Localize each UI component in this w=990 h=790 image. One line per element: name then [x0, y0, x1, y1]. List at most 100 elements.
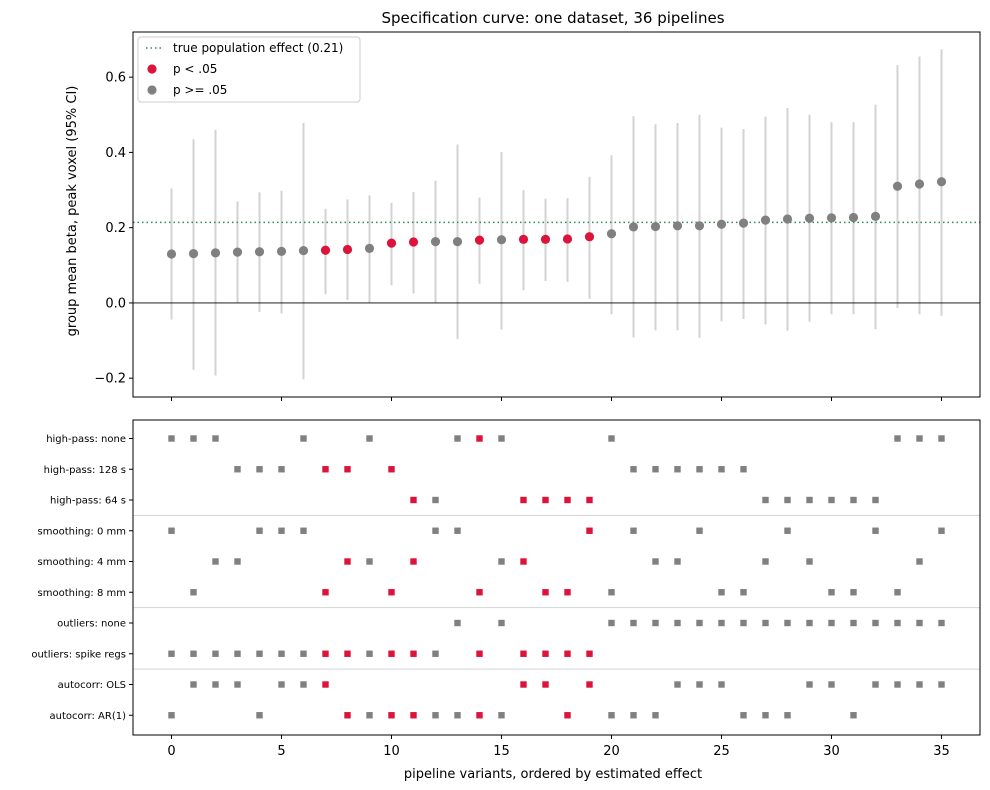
legend-marker-swatch [147, 64, 157, 74]
spec-marker-nonsignificant [850, 589, 857, 596]
spec-marker-significant [586, 527, 593, 534]
spec-marker-nonsignificant [608, 589, 615, 596]
spec-marker-significant [520, 496, 527, 504]
spec-marker-nonsignificant [916, 681, 923, 688]
spec-marker-significant [322, 466, 329, 473]
point-nonsignificant [826, 213, 837, 223]
spec-marker-significant [586, 496, 593, 504]
spec-marker-nonsignificant [432, 496, 439, 504]
legend-label: p >= .05 [173, 83, 227, 97]
spec-marker-nonsignificant [828, 589, 835, 596]
spec-marker-nonsignificant [454, 527, 461, 534]
point-nonsignificant [232, 247, 243, 257]
point-nonsignificant [430, 236, 441, 247]
x-axis-title: pipeline variants, ordered by estimated … [404, 767, 702, 782]
spec-marker-nonsignificant [740, 619, 747, 627]
spec-marker-nonsignificant [278, 681, 285, 688]
effect-panel-frame [132, 31, 981, 398]
spec-marker-nonsignificant [256, 527, 263, 534]
spec-marker-nonsignificant [454, 435, 461, 442]
spec-marker-nonsignificant [916, 619, 923, 627]
spec-marker-nonsignificant [432, 527, 439, 534]
spec-marker-nonsignificant [916, 435, 923, 442]
point-nonsignificant [694, 221, 705, 231]
spec-marker-nonsignificant [718, 681, 725, 688]
spec-marker-nonsignificant [608, 712, 615, 719]
spec-marker-nonsignificant [234, 650, 241, 657]
x-tick-label: 15 [493, 744, 510, 759]
point-significant [562, 234, 573, 244]
point-significant [342, 244, 353, 255]
row-label: autocorr: AR(1) [50, 711, 127, 722]
spec-marker-significant [564, 496, 571, 504]
row-label: smoothing: 4 mm [38, 557, 126, 568]
row-label: high-pass: 128 s [44, 465, 126, 476]
spec-marker-nonsignificant [278, 466, 285, 473]
spec-marker-significant [410, 712, 417, 719]
spec-marker-nonsignificant [718, 619, 725, 627]
x-tick-label: 5 [277, 744, 285, 759]
point-nonsignificant [298, 246, 309, 256]
point-significant [518, 234, 529, 244]
point-significant [584, 232, 595, 242]
spec-marker-significant [542, 650, 549, 657]
spec-marker-significant [520, 558, 527, 565]
spec-marker-significant [586, 650, 593, 657]
effect-panel: −0.2 0.0 0.2 0.4 0.6 [94, 31, 981, 401]
spec-marker-nonsignificant [696, 619, 703, 627]
spec-marker-nonsignificant [762, 712, 769, 719]
spec-marker-significant [564, 712, 571, 719]
spec-marker-nonsignificant [190, 650, 197, 657]
spec-marker-nonsignificant [784, 496, 791, 504]
spec-marker-nonsignificant [806, 681, 813, 688]
point-significant [320, 245, 331, 255]
spec-marker-nonsignificant [762, 619, 769, 627]
point-nonsignificant [892, 181, 903, 191]
spec-marker-nonsignificant [454, 619, 461, 627]
spec-marker-nonsignificant [894, 681, 901, 688]
spec-marker-nonsignificant [762, 496, 769, 504]
row-label: high-pass: none [46, 434, 126, 445]
spec-marker-nonsignificant [784, 712, 791, 719]
specification-panel-frame [132, 419, 981, 736]
x-tick-label: 10 [383, 744, 400, 759]
spec-marker-significant [388, 712, 395, 719]
spec-marker-nonsignificant [212, 435, 219, 442]
point-nonsignificant [870, 211, 881, 221]
x-tick-label: 35 [933, 744, 950, 759]
spec-marker-nonsignificant [696, 466, 703, 473]
spec-marker-nonsignificant [498, 619, 505, 627]
spec-marker-nonsignificant [784, 619, 791, 627]
spec-marker-nonsignificant [234, 558, 241, 565]
spec-marker-significant [344, 650, 351, 657]
specification-panel: high-pass: none high-pass: 128 s high-pass… [31, 419, 981, 759]
spec-marker-significant [344, 466, 351, 473]
point-nonsignificant [606, 229, 617, 239]
row-label: outliers: none [57, 619, 126, 630]
spec-marker-nonsignificant [806, 558, 813, 565]
spec-marker-nonsignificant [652, 619, 659, 627]
legend-box [137, 36, 361, 103]
spec-marker-nonsignificant [674, 681, 681, 688]
spec-marker-nonsignificant [806, 496, 813, 504]
spec-marker-nonsignificant [498, 558, 505, 565]
spec-marker-nonsignificant [652, 558, 659, 565]
spec-marker-nonsignificant [168, 712, 175, 719]
spec-marker-nonsignificant [234, 681, 241, 688]
spec-marker-nonsignificant [938, 435, 945, 442]
spec-marker-nonsignificant [718, 466, 725, 473]
spec-marker-significant [388, 650, 395, 657]
spec-marker-nonsignificant [630, 527, 637, 534]
point-nonsignificant [496, 235, 507, 245]
spec-marker-significant [322, 681, 329, 688]
spec-marker-significant [388, 466, 395, 473]
spec-marker-nonsignificant [278, 527, 285, 534]
y-tick-label: −0.2 [94, 372, 126, 387]
chart-title: Specification curve: one dataset, 36 pip… [381, 9, 724, 27]
legend-label: true population effect (0.21) [173, 41, 343, 55]
spec-marker-nonsignificant [432, 712, 439, 719]
spec-marker-significant [542, 496, 549, 504]
spec-marker-significant [344, 558, 351, 565]
spec-marker-nonsignificant [190, 681, 197, 688]
